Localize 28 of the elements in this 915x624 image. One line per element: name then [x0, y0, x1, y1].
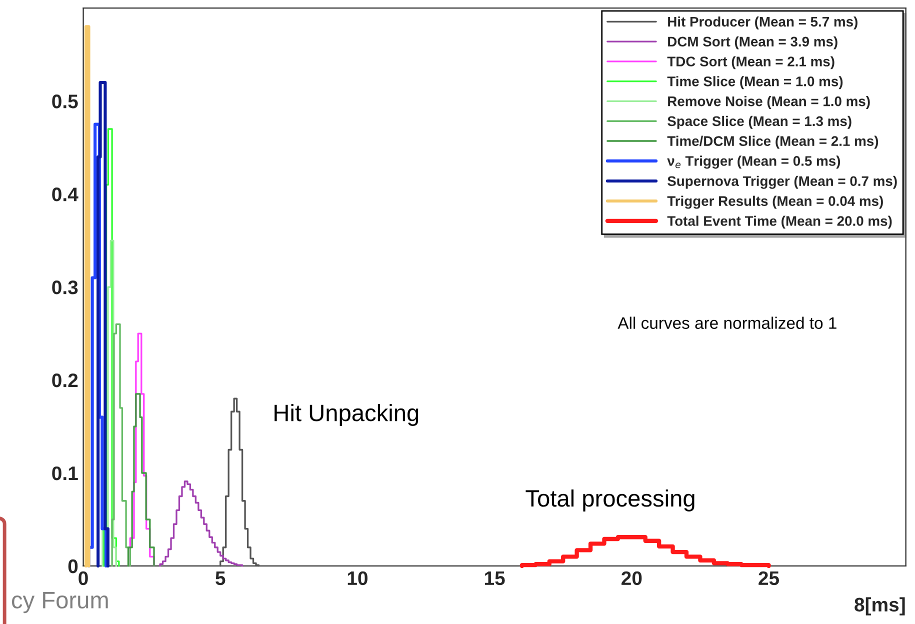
- legend-label: Total Event Time (Mean = 20.0 ms): [667, 216, 892, 229]
- y-tick-label: 0.1: [52, 466, 78, 480]
- legend-label: DCM Sort (Mean = 3.9 ms): [668, 36, 838, 50]
- legend-label: Supernova Trigger (Mean = 0.7 ms): [668, 176, 897, 189]
- legend-label: Trigger Results (Mean = 0.04 ms): [667, 196, 883, 209]
- annotation: All curves are normalized to 1: [618, 316, 836, 329]
- x-tick-label: 25: [758, 571, 780, 586]
- legend-label: Space Slice (Mean = 1.3 ms): [668, 116, 852, 129]
- legend-label: Time/DCM Slice (Mean = 2.1 ms): [667, 136, 878, 149]
- x-tick-label: 10: [348, 571, 368, 586]
- x-axis-title: 8[ms]: [854, 597, 905, 616]
- text: cy Forum: [12, 592, 108, 614]
- legend-label: TDC Sort (Mean = 2.1 ms): [667, 56, 834, 70]
- x-tick-label: 15: [484, 572, 505, 586]
- y-tick-label: 0: [68, 559, 78, 574]
- x-tick-label: 20: [622, 571, 642, 586]
- x-tick-label: 0: [78, 571, 88, 586]
- legend-label: ν$_{e}$ Trigger (Mean = 0.5 ms): [667, 156, 840, 169]
- x-tick-label: 5: [216, 572, 226, 586]
- legend-label: Time Slice (Mean = 1.0 ms): [667, 76, 843, 90]
- annotation: Hit Unpacking: [274, 404, 418, 426]
- y-tick-label: 0.2: [52, 373, 78, 388]
- y-tick-label: 0.5: [52, 94, 78, 108]
- legend-label: Hit Producer (Mean = 5.7 ms): [668, 16, 858, 30]
- annotation: Total processing: [526, 489, 694, 512]
- y-tick-label: 0.4: [52, 188, 78, 202]
- legend-label: Remove Noise (Mean = 1.0 ms): [668, 96, 870, 109]
- y-tick-label: 0.3: [52, 280, 78, 294]
